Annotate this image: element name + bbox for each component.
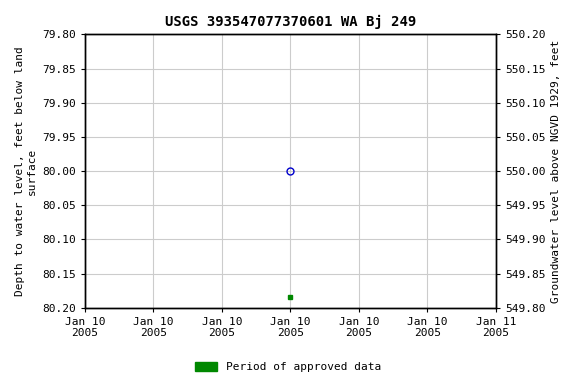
Y-axis label: Groundwater level above NGVD 1929, feet: Groundwater level above NGVD 1929, feet xyxy=(551,40,561,303)
Legend: Period of approved data: Period of approved data xyxy=(191,357,385,377)
Y-axis label: Depth to water level, feet below land
surface: Depth to water level, feet below land su… xyxy=(15,46,37,296)
Title: USGS 393547077370601 WA Bj 249: USGS 393547077370601 WA Bj 249 xyxy=(165,15,416,29)
